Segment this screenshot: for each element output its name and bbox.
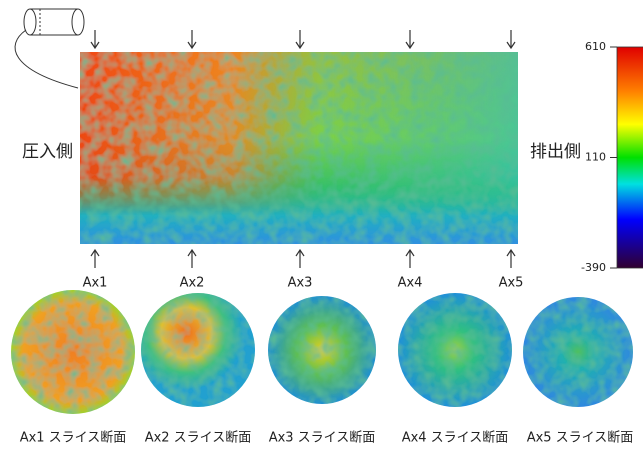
slice-label: Ax2 スライス断面 [145, 431, 252, 446]
colorbar-tick-label: -390 [581, 261, 606, 274]
axis-label: Ax1 [83, 276, 108, 291]
slice-image [141, 293, 255, 407]
colorbar-tick-label: 610 [585, 40, 606, 53]
arrow [296, 250, 304, 268]
arrow [188, 30, 196, 48]
colorbar [617, 47, 643, 268]
arrow [296, 30, 304, 48]
arrow [91, 30, 99, 48]
arrow [507, 250, 515, 268]
axis-label: Ax3 [288, 276, 313, 291]
slice-label: Ax4 スライス断面 [402, 431, 509, 446]
arrow [91, 250, 99, 268]
side-label: 圧入側 [22, 142, 73, 162]
colorbar-tick-label: 110 [585, 151, 606, 164]
slices [11, 290, 633, 414]
slice-image [398, 293, 512, 407]
arrow [507, 30, 515, 48]
arrow [406, 250, 414, 268]
slice-image [11, 290, 135, 414]
arrow [188, 250, 196, 268]
cylinder-icon [15, 9, 84, 88]
figure: 圧入側 排出側 Ax1 Ax2 Ax3 Ax4 Ax5 610 110 -390 Ax1 スライ… [0, 0, 643, 457]
slice-label: Ax1 スライス断面 [20, 431, 127, 446]
heatmap [80, 52, 518, 244]
slice-image [268, 296, 376, 404]
side-label: 排出側 [530, 142, 581, 162]
slice-label: Ax3 スライス断面 [269, 431, 376, 446]
axis-label: Ax5 [499, 276, 524, 291]
axis-label: Ax4 [398, 276, 423, 291]
slice-image [523, 297, 633, 407]
arrow [406, 30, 414, 48]
axis-label: Ax2 [180, 276, 205, 291]
slice-label: Ax5 スライス断面 [527, 431, 634, 446]
